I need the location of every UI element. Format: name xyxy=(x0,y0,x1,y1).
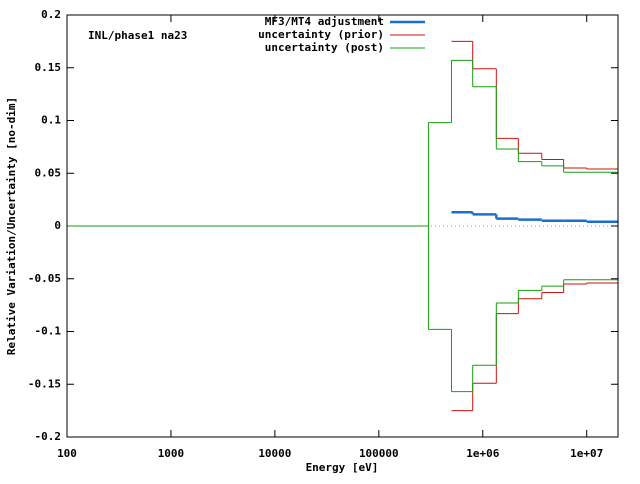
legend-label: MF3/MT4 adjustment xyxy=(265,15,384,28)
y-tick-label: -0.1 xyxy=(35,325,62,338)
legend-label: uncertainty (post) xyxy=(265,41,384,54)
legend-label: uncertainty (prior) xyxy=(258,28,384,41)
y-tick-label: -0.15 xyxy=(28,377,61,390)
y-tick-label: 0.1 xyxy=(41,114,61,127)
x-tick-label: 1000 xyxy=(158,447,185,460)
y-tick-label: 0.15 xyxy=(35,61,62,74)
y-tick-label: 0.05 xyxy=(35,166,62,179)
x-axis-label: Energy [eV] xyxy=(306,461,379,474)
plot-frame xyxy=(66,14,619,438)
y-tick-label: 0 xyxy=(54,219,61,232)
x-tick-label: 10000 xyxy=(258,447,291,460)
x-tick-label: 100000 xyxy=(359,447,399,460)
x-tick-label: 1e+06 xyxy=(466,447,499,460)
y-tick-label: -0.05 xyxy=(28,272,61,285)
x-tick-label: 100 xyxy=(57,447,77,460)
annotation: INL/phase1 na23 xyxy=(88,29,187,42)
y-tick-label: -0.2 xyxy=(35,430,62,443)
y-axis-label: Relative Variation/Uncertainty [no-dim] xyxy=(5,97,18,355)
y-tick-label: 0.2 xyxy=(41,8,61,21)
x-tick-label: 1e+07 xyxy=(570,447,603,460)
